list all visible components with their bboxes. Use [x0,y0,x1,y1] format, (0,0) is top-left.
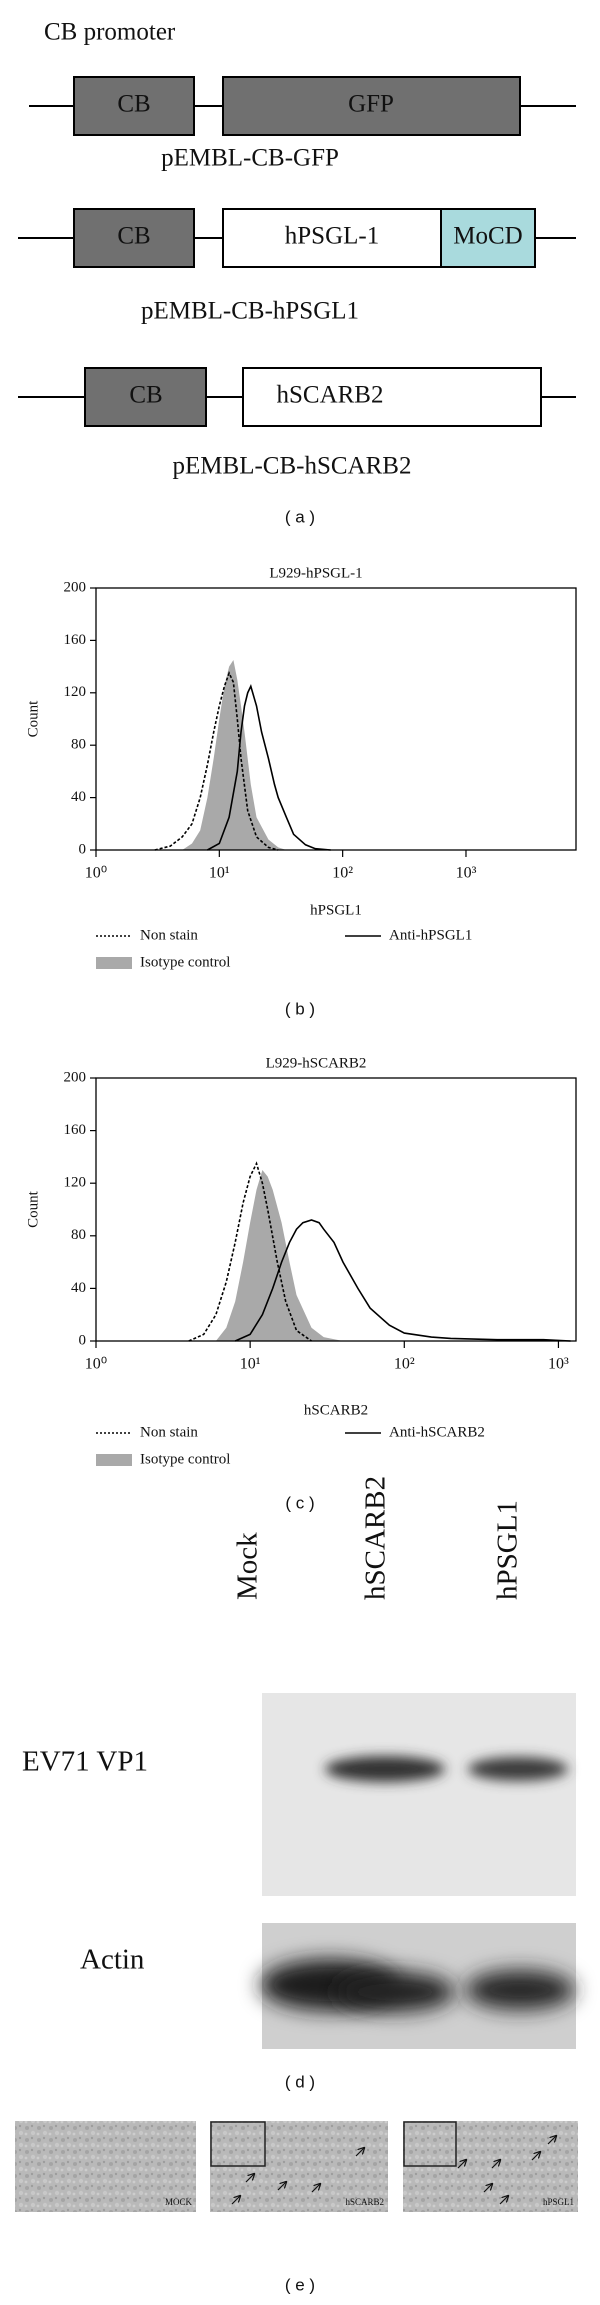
lane-label: Mock [232,1532,264,1600]
lane-label: hPSGL1 [492,1500,524,1600]
cb-box [73,208,195,268]
construct-name: pEMBL-CB-hPSGL1 [141,298,359,325]
x-tick-label: 10¹ [240,1356,261,1373]
box-label: CB [117,91,150,118]
y-tick-label: 120 [64,1175,87,1191]
y-axis-label: Count [25,700,41,738]
image-label: hSCARB2 [345,2197,384,2207]
gfp-box [222,76,521,136]
y-axis-label: Count [25,1190,41,1228]
panel-label: ( e ) [285,2275,315,2294]
legend-label: Anti-hSCARB2 [389,1424,485,1440]
box-label: GFP [348,91,394,118]
x-axis-label: hPSGL1 [310,902,362,918]
box-label: hSCARB2 [277,382,384,409]
y-tick-label: 160 [64,1122,87,1138]
panel-label: ( c ) [285,1493,314,1512]
series-line [234,1219,571,1342]
y-tick-label: 160 [64,632,87,648]
legend-swatch [96,957,132,969]
band [465,1970,575,2010]
series-line [188,1161,312,1342]
series-area [215,1170,343,1341]
panel-label: ( a ) [285,507,315,526]
box-label: CB [117,223,150,250]
legend-label: Isotype control [140,1451,230,1467]
y-tick-label: 80 [71,1227,86,1243]
y-tick-label: 200 [64,579,87,595]
x-tick-label: 10³ [548,1356,569,1373]
x-tick-label: 10¹ [209,865,230,882]
x-tick-label: 10³ [456,865,477,882]
panel-d: Mock hSCARB2 hPSGL1 EV71 VP1 Actin ( d ) [22,1476,576,2091]
micrograph [15,2121,196,2212]
cb-box [73,76,195,136]
box-label: hPSGL-1 [285,223,379,250]
x-tick-label: 10² [332,865,353,882]
inset [210,2121,266,2167]
legend-label: Isotype control [140,954,230,970]
arrows [231,2136,556,2205]
y-tick-label: 80 [71,737,86,753]
series-line [207,684,331,851]
box-label: CB [129,382,162,409]
image-label: hPSGL1 [543,2197,574,2207]
band [468,1757,568,1781]
legend-label: Non stain [140,1424,198,1440]
x-tick-label: 10² [394,1356,415,1373]
chart-title: L929-hSCARB2 [266,1055,367,1071]
legend-swatch [96,1454,132,1466]
panel-a: CB promoter CB GFP pEMBL-CB-GFP CB hPSGL… [18,19,576,526]
hpsgl-box [222,208,442,268]
x-tick-label: 10⁰ [85,865,107,882]
promoter-header: CB promoter [44,19,176,46]
construct-name: pEMBL-CB-GFP [161,145,339,172]
legend-label: Anti-hPSGL1 [389,927,472,943]
inset [403,2121,457,2167]
box-label: MoCD [453,223,522,250]
row-label: EV71 VP1 [22,1746,148,1778]
hscarb2-box [242,367,542,427]
y-tick-label: 0 [79,841,87,857]
cb-box [84,367,207,427]
image-label: MOCK [165,2197,193,2207]
x-tick-label: 10⁰ [85,1356,107,1373]
construct-name: pEMBL-CB-hSCARB2 [173,453,412,480]
y-tick-label: 200 [64,1069,87,1085]
legend-label: Non stain [140,927,198,943]
plot-frame [95,1077,577,1342]
series-area [182,660,287,850]
y-tick-label: 40 [71,789,86,805]
y-tick-label: 0 [79,1332,87,1348]
series-line [154,670,279,851]
band [335,1972,455,2012]
plot-frame [95,587,577,851]
x-axis-label: hSCARB2 [304,1402,368,1418]
chart-title: L929-hPSGL-1 [269,565,362,581]
row-label: Actin [80,1944,145,1976]
lane-label: hSCARB2 [360,1476,392,1600]
panel-e: MOCK hSCARB2 hPSGL1 ( e ) [15,2121,578,2294]
panel-label: ( b ) [285,999,315,1018]
panel-label: ( d ) [285,2072,315,2091]
blot-vp1 [262,1693,576,1896]
y-tick-label: 120 [64,684,87,700]
band [325,1756,445,1782]
mocd-box [440,208,536,268]
y-tick-label: 40 [71,1280,86,1296]
